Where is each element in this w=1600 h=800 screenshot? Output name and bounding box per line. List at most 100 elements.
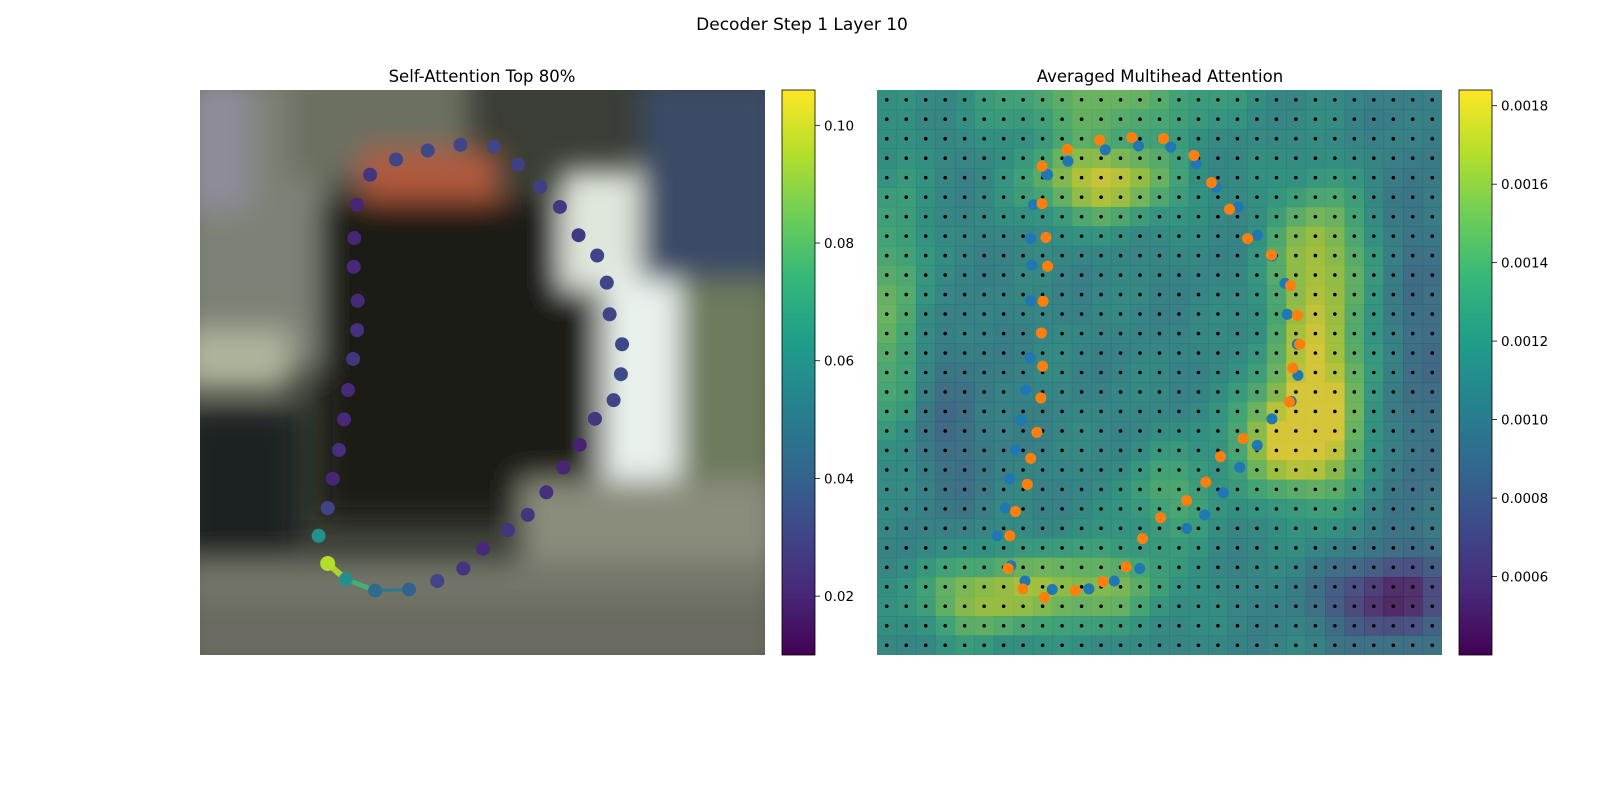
grid-dot [904,487,909,492]
keypoint-marker [1042,260,1054,272]
grid-dot [943,370,947,375]
grid-dot [1157,409,1162,414]
grid-dot [884,136,889,141]
grid-dot [1021,292,1025,297]
grid-dot [923,565,928,570]
grid-dot [1157,117,1162,122]
grid-dot [1001,97,1006,102]
grid-dot [1216,623,1220,628]
grid-dot [1001,312,1006,316]
grid-dot [1352,468,1357,472]
grid-dot [1001,292,1006,297]
grid-dot [1430,643,1435,648]
grid-dot [884,585,889,589]
grid-dot [923,156,928,160]
grid-dot [1274,136,1279,141]
grid-dot [943,312,947,316]
keypoint-marker [1190,158,1202,170]
grid-dot [982,585,986,589]
grid-dot [1333,585,1337,589]
grid-dot [1430,585,1435,589]
keypoint-marker [1165,141,1177,153]
grid-dot [1294,585,1298,589]
grid-dot [1391,253,1396,258]
grid-dot [1216,97,1220,102]
query-point [341,383,356,398]
grid-dot [1255,643,1259,648]
grid-dot [1430,117,1435,122]
grid-dot [1118,390,1123,394]
grid-dot [1274,156,1279,160]
grid-dot [982,273,986,277]
grid-dot [1138,390,1142,394]
grid-dot [1138,117,1142,122]
keypoint-marker [1283,396,1295,408]
query-point [615,337,630,352]
grid-dot [1099,292,1103,297]
grid-dot [1294,117,1298,122]
grid-dot [1333,409,1337,414]
grid-dot [943,448,947,453]
grid-dot [982,370,986,375]
grid-dot [1430,351,1435,355]
grid-dot [1294,97,1298,102]
grid-dot [1138,487,1142,492]
grid-dot [1177,331,1181,336]
grid-dot [1001,468,1006,472]
grid-dot [884,175,889,180]
keypoint-marker [1025,295,1037,307]
keypoint-marker [1234,461,1246,473]
grid-dot [1157,253,1162,258]
multihead-attention-panel: Averaged Multihead Attention [877,67,1442,655]
grid-dot [1294,468,1298,472]
grid-dot [1040,136,1045,141]
grid-dot [1372,565,1376,570]
grid-dot [1118,643,1123,648]
grid-dot [1021,195,1025,199]
grid-dot [1099,643,1103,648]
grid-dot [1196,312,1201,316]
grid-dot [923,117,928,122]
grid-dot [1157,623,1162,628]
grid-dot [1391,175,1396,180]
grid-dot [1274,468,1279,472]
grid-dot [1313,565,1318,570]
grid-dot [1079,546,1084,550]
grid-dot [1430,390,1435,394]
grid-dot [1274,487,1279,492]
grid-dot [962,370,967,375]
grid-dot [1372,643,1376,648]
grid-dot [923,273,928,277]
grid-dot [1021,214,1025,219]
grid-dot [1040,623,1045,628]
grid-dot [1079,390,1084,394]
grid-dot [904,136,909,141]
grid-dot [1352,487,1357,492]
grid-dot [1313,195,1318,199]
grid-dot [1099,117,1103,122]
grid-dot [884,292,889,297]
grid-dot [1430,214,1435,219]
grid-dot [1138,331,1142,336]
grid-dot [1001,331,1006,336]
grid-dot [1079,409,1084,414]
grid-dot [943,136,947,141]
grid-dot [1118,546,1123,550]
grid-dot [1391,390,1396,394]
grid-dot [1040,546,1045,550]
grid-dot [1430,429,1435,433]
grid-dot [1021,409,1025,414]
query-points [311,137,630,598]
grid-dot [884,409,889,414]
keypoint-marker [1137,533,1149,545]
grid-dot [1118,234,1123,238]
grid-dot [1040,312,1045,316]
grid-dot [982,117,986,122]
grid-dot [1274,448,1279,453]
grid-dot [904,117,909,122]
grid-dot [1391,273,1396,277]
grid-dot [884,253,889,258]
grid-dot [923,448,928,453]
grid-dot [1177,390,1181,394]
grid-dot [1391,214,1396,219]
